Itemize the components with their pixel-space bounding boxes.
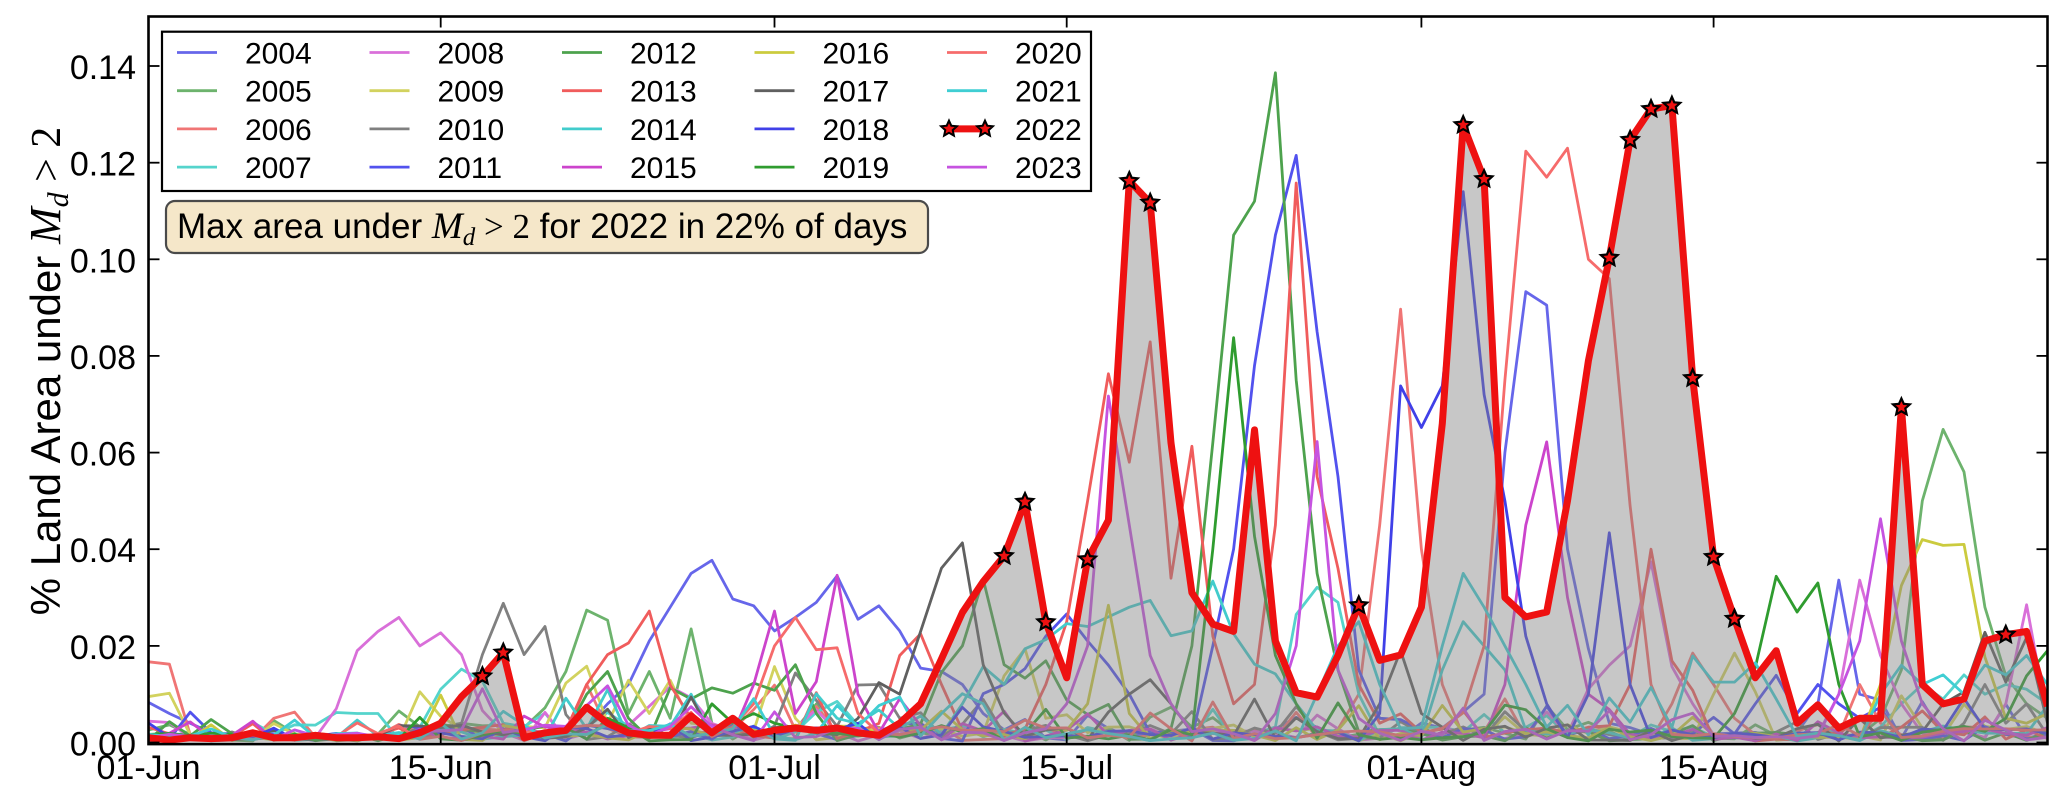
svg-text:2012: 2012 [630, 38, 697, 71]
svg-text:0.12: 0.12 [70, 146, 136, 184]
svg-text:2005: 2005 [245, 76, 312, 109]
svg-text:2004: 2004 [245, 38, 312, 71]
svg-text:2019: 2019 [823, 152, 890, 185]
svg-text:2011: 2011 [438, 152, 503, 185]
svg-text:% Land Area under Md > 2: % Land Area under Md > 2 [21, 127, 75, 616]
svg-text:0.02: 0.02 [70, 629, 136, 667]
svg-text:0.10: 0.10 [70, 242, 136, 280]
svg-text:15-Jul: 15-Jul [1020, 749, 1113, 787]
svg-text:0.04: 0.04 [70, 532, 136, 570]
svg-text:2015: 2015 [630, 152, 697, 185]
svg-text:15-Jun: 15-Jun [389, 749, 493, 787]
svg-text:2017: 2017 [823, 76, 890, 109]
svg-text:0.08: 0.08 [70, 339, 136, 377]
svg-text:2007: 2007 [245, 152, 312, 185]
svg-text:01-Jun: 01-Jun [97, 749, 201, 787]
svg-text:Max area under Md > 2 for 2022: Max area under Md > 2 for 2022 in 22% of… [177, 206, 907, 251]
svg-text:2008: 2008 [438, 38, 505, 71]
svg-text:2016: 2016 [823, 38, 890, 71]
svg-text:2021: 2021 [1015, 76, 1082, 109]
svg-text:0.00: 0.00 [70, 726, 136, 764]
svg-text:2020: 2020 [1015, 38, 1082, 71]
svg-text:2014: 2014 [630, 114, 697, 147]
svg-text:2006: 2006 [245, 114, 312, 147]
svg-text:15-Aug: 15-Aug [1659, 749, 1769, 787]
svg-text:0.06: 0.06 [70, 436, 136, 474]
svg-text:01-Jul: 01-Jul [728, 749, 821, 787]
svg-text:01-Aug: 01-Aug [1367, 749, 1477, 787]
svg-text:2013: 2013 [630, 76, 697, 109]
svg-text:2009: 2009 [438, 76, 505, 109]
svg-text:2010: 2010 [438, 114, 505, 147]
svg-text:0.14: 0.14 [70, 49, 136, 87]
svg-text:2023: 2023 [1015, 152, 1082, 185]
svg-text:2022: 2022 [1015, 114, 1082, 147]
svg-text:2018: 2018 [823, 114, 890, 147]
